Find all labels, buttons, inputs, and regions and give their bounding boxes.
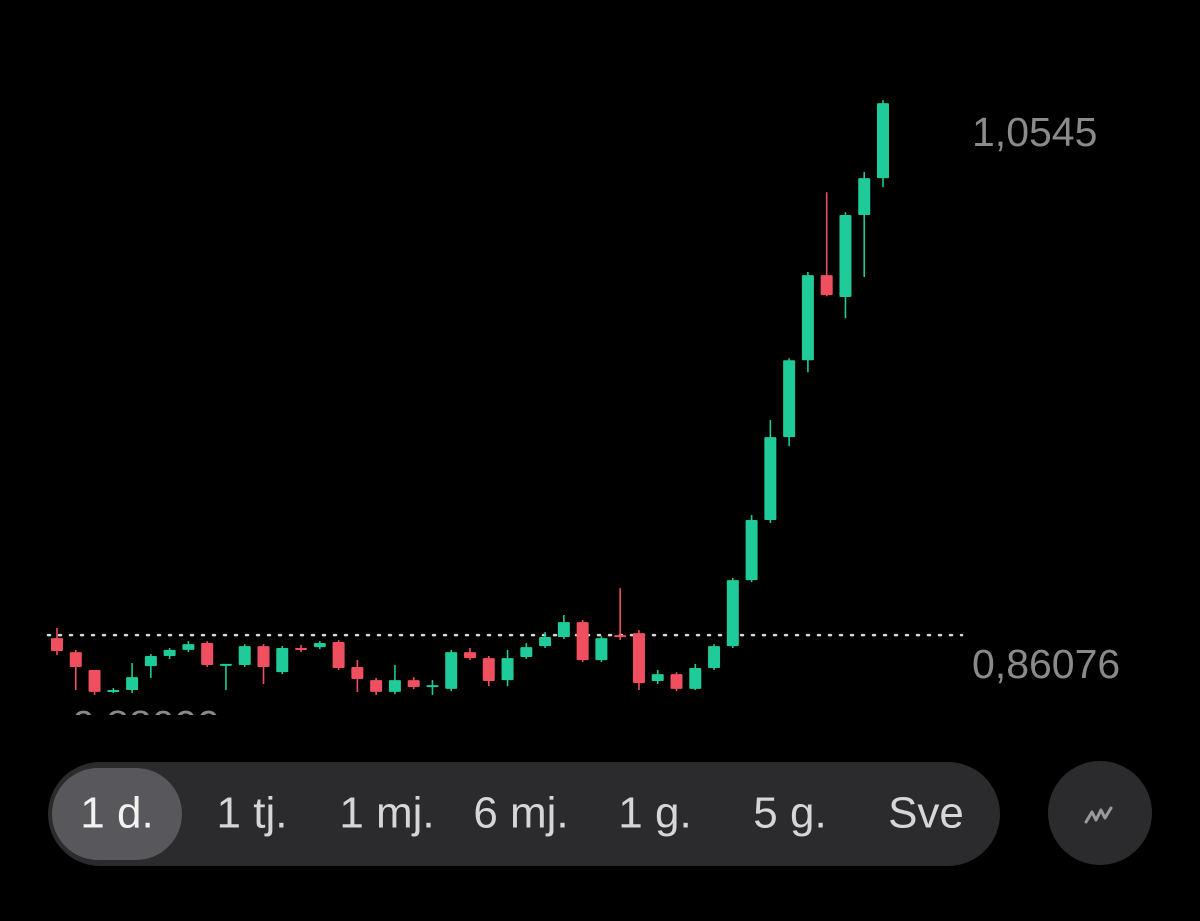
candle-body <box>257 646 270 667</box>
candle-body <box>407 680 420 687</box>
candle-body <box>126 677 139 691</box>
range-option[interactable]: Sve <box>888 789 964 838</box>
candle-body <box>219 663 232 666</box>
candle-body <box>69 652 82 667</box>
candle-body <box>388 680 401 692</box>
candle-body <box>539 637 552 647</box>
candle-body <box>520 647 533 658</box>
candle-body <box>163 649 176 656</box>
candle-body <box>764 437 777 521</box>
y-tick-label: 1,0545 <box>972 109 1097 155</box>
candle-body <box>426 685 439 688</box>
candle-body <box>276 647 289 673</box>
candle-body <box>595 638 608 661</box>
candle-body <box>708 646 721 669</box>
candle-body <box>726 580 739 647</box>
candle-body <box>745 520 758 581</box>
candle-body <box>445 652 458 689</box>
range-selector <box>48 762 1000 866</box>
candle-body <box>614 635 627 638</box>
candle-body <box>839 214 852 298</box>
selected-option-background[interactable] <box>52 768 182 860</box>
y-tick-label: 0,86076 <box>972 641 1120 687</box>
candle-body <box>576 622 589 661</box>
chart-style-button[interactable] <box>1048 761 1152 865</box>
candle-body <box>783 360 796 438</box>
candle-body <box>332 641 345 669</box>
candle-body <box>313 643 326 648</box>
candle-body <box>877 103 889 179</box>
candle-body <box>689 668 702 689</box>
candle-body <box>144 655 157 667</box>
candle-body <box>51 638 63 652</box>
candle-body <box>482 658 495 681</box>
candle-body <box>370 680 383 692</box>
candle-body <box>182 644 195 650</box>
range-option[interactable]: 6 mj. <box>473 789 568 838</box>
range-option[interactable]: 1 d. <box>80 789 153 838</box>
candle-body <box>88 669 101 692</box>
range-option[interactable]: 5 g. <box>753 789 826 838</box>
range-option[interactable]: 1 tj. <box>217 789 288 838</box>
candle-body <box>651 674 664 681</box>
candle-body <box>801 275 814 361</box>
candle-body <box>464 652 476 659</box>
candle-body <box>201 643 214 666</box>
range-options: 1 d. 1 tj. 1 mj. 6 mj. 1 g. 5 g. Sve <box>52 768 964 860</box>
candle-body <box>501 658 514 681</box>
annotation: 0,88099 <box>72 702 220 748</box>
candle-body <box>858 178 871 215</box>
chart: 0,88099 <box>46 100 964 748</box>
candle-body <box>351 666 364 680</box>
range-option[interactable]: 1 g. <box>618 789 691 838</box>
candle-body <box>820 275 833 296</box>
candle-body <box>238 646 251 666</box>
candle-body <box>107 690 120 693</box>
candle-body <box>295 647 308 650</box>
candle-body <box>557 622 570 638</box>
chart-icon <box>1084 806 1113 824</box>
range-option[interactable]: 1 mj. <box>339 789 434 838</box>
candle-body <box>670 674 683 689</box>
candle-body <box>632 633 645 684</box>
